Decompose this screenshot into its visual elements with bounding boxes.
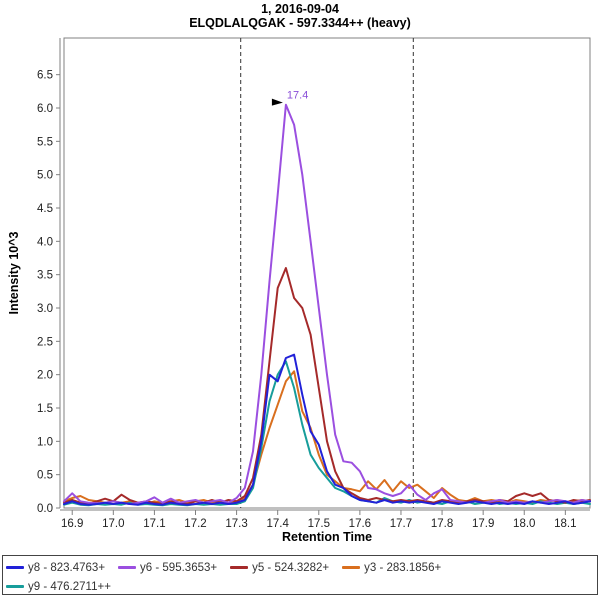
peak-arrow-icon	[271, 98, 283, 106]
series-line-y6	[63, 103, 591, 505]
legend-label-y6: y6 - 595.3653+	[140, 561, 218, 574]
x-tick-label: 16.9	[61, 518, 83, 530]
x-tick-label: 17.2	[184, 518, 206, 530]
series-line-y9	[63, 360, 591, 507]
x-tick-label: 17.1	[143, 518, 165, 530]
y-tick-label: 4.0	[37, 236, 53, 248]
y-tick-label: 4.5	[37, 203, 53, 215]
legend-swatch-y6	[118, 566, 137, 569]
x-axis-title: Retention Time	[281, 530, 373, 544]
chart-title-replicate: 1, 2016-09-04	[261, 2, 339, 16]
x-tick-label: 18.1	[554, 518, 576, 530]
x-tick-label: 17.0	[102, 518, 124, 530]
x-tick-label: 17.3	[225, 518, 247, 530]
y-tick-label: 5.5	[37, 136, 53, 148]
plot-area[interactable]	[63, 37, 591, 509]
y-tick-label: 3.5	[37, 270, 53, 282]
series-line-y8	[63, 353, 591, 506]
x-tick-label: 17.7	[390, 518, 412, 530]
y-tick-label: 6.0	[37, 103, 53, 115]
y-tick-label: 3.0	[37, 303, 53, 315]
y-tick-label: 1.5	[37, 403, 53, 415]
peak-annotation-label: 17.4	[287, 90, 308, 102]
y-tick-label: 5.0	[37, 170, 53, 182]
legend-swatch-y9	[6, 585, 24, 588]
chart-title-peptide: ELQDLALQGAK - 597.3344++ (heavy)	[189, 16, 411, 30]
x-tick-label: 17.5	[308, 518, 330, 530]
legend: y8 - 823.4763+ y6 - 595.3653+ y5 - 524.328…	[2, 555, 598, 595]
chromatogram-plot[interactable]: 0.0 0.5 1.0 1.5 2.0 2.5 3.0 3.5 4.0 4.5 5.0 5.5 6.0 6…	[0, 0, 600, 550]
y-tick-label: 6.5	[37, 70, 53, 82]
y-tick-label: 2.0	[37, 370, 53, 382]
x-tick-label: 17.6	[349, 518, 371, 530]
legend-item-y8: y8 - 823.4763+	[6, 558, 105, 577]
legend-label-y3: y3 - 283.1856+	[364, 561, 442, 574]
y-tick-label: 2.5	[37, 336, 53, 348]
legend-item-y3: y3 - 283.1856+	[342, 558, 441, 577]
y-tick-label: 0.5	[37, 470, 53, 482]
x-tick-label: 18.0	[513, 518, 535, 530]
legend-item-y6: y6 - 595.3653+	[118, 558, 217, 577]
y-axis-title: Intensity 10^3	[7, 231, 21, 315]
x-tick-label: 17.9	[472, 518, 494, 530]
x-tick-label: 17.8	[431, 518, 453, 530]
legend-label-y8: y8 - 823.4763+	[28, 561, 106, 574]
legend-label-y9: y9 - 476.2711++	[28, 580, 111, 593]
y-tick-label: 1.0	[37, 436, 53, 448]
x-tick-label: 17.4	[266, 518, 289, 530]
legend-item-y9: y9 - 476.2711++	[6, 577, 111, 596]
y-tick-label: 0.0	[37, 503, 53, 515]
legend-item-y5: y5 - 524.3282+	[230, 558, 329, 577]
legend-swatch-y3	[342, 566, 361, 569]
legend-label-y5: y5 - 524.3282+	[252, 561, 330, 574]
legend-swatch-y5	[230, 566, 249, 569]
legend-swatch-y8	[6, 566, 24, 569]
